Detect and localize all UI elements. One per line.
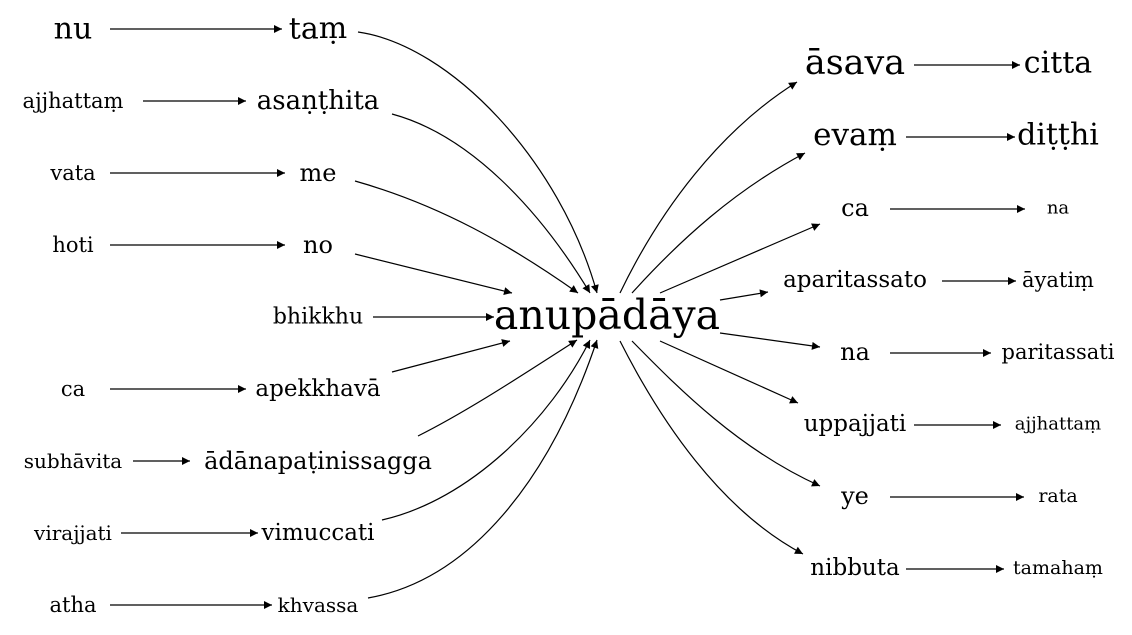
edge-anupadaya-to-evam bbox=[631, 152, 806, 294]
node-asava: āsava bbox=[805, 43, 905, 83]
node-aparitassato: aparitassato bbox=[783, 267, 927, 293]
edge-anupadaya-to-asava bbox=[619, 81, 798, 294]
edge-anupadaya-to-nibbuta bbox=[619, 340, 804, 555]
node-tamaham: tamahaṃ bbox=[1013, 557, 1103, 579]
edge-me-to-anupadaya bbox=[354, 180, 579, 294]
node-vata: vata bbox=[49, 161, 95, 185]
node-uppajjati: uppajjati bbox=[804, 411, 907, 437]
node-citta: citta bbox=[1024, 46, 1093, 81]
node-tam: taṃ bbox=[289, 12, 347, 47]
node-ca-right: ca bbox=[841, 194, 869, 222]
node-me: me bbox=[300, 159, 337, 187]
edge-tam-to-anupadaya bbox=[357, 31, 599, 294]
node-paritassati: paritassati bbox=[1002, 340, 1115, 364]
node-subhavita: subhāvita bbox=[24, 449, 122, 473]
edge-khvassa-to-anupadaya bbox=[367, 339, 599, 599]
edges bbox=[110, 25, 1025, 609]
node-rata: rata bbox=[1038, 485, 1077, 507]
node-apekkhava: apekkhavā bbox=[255, 376, 380, 402]
edge-no-to-anupadaya bbox=[354, 253, 513, 295]
edge-vimuccati-to-anupadaya bbox=[381, 339, 591, 521]
edge-adana-to-anupadaya bbox=[417, 339, 578, 437]
node-na-right-top: na bbox=[1047, 198, 1070, 219]
node-khvassa: khvassa bbox=[278, 593, 359, 617]
edge-anupadaya-to-ye bbox=[631, 340, 821, 487]
node-anupadaya: anupādāya bbox=[494, 291, 720, 339]
node-no: no bbox=[303, 231, 333, 259]
node-atha: atha bbox=[49, 593, 96, 617]
node-adanapatinissagga: ādānapaṭinissagga bbox=[204, 447, 432, 475]
node-evam: evaṃ bbox=[813, 117, 897, 153]
edge-anupadaya-to-ca-r bbox=[659, 223, 821, 294]
nodes: nu taṃ ajjhattaṃ asaṇṭhita vata me hoti … bbox=[23, 12, 1115, 618]
node-ayatim: āyatiṃ bbox=[1022, 268, 1094, 292]
node-ca-left: ca bbox=[61, 377, 85, 401]
node-ajjhattam-left: ajjhattaṃ bbox=[23, 89, 124, 113]
node-ditthi: diṭṭhi bbox=[1017, 118, 1099, 153]
node-hoti: hoti bbox=[52, 233, 94, 257]
node-nibbuta: nibbuta bbox=[810, 555, 900, 581]
node-ajjhattam-right: ajjhattaṃ bbox=[1015, 414, 1101, 435]
node-ye: ye bbox=[840, 482, 869, 510]
edge-anupadaya-to-na-r2 bbox=[719, 332, 821, 350]
edge-apekkhava-to-anupadaya bbox=[391, 339, 511, 373]
node-asanthita: asaṇṭhita bbox=[257, 86, 380, 116]
edge-anupadaya-to-aparitassato bbox=[719, 289, 769, 301]
node-virajjati: virajjati bbox=[33, 521, 112, 545]
node-bhikkhu: bhikkhu bbox=[273, 305, 363, 330]
node-vimuccati: vimuccati bbox=[260, 520, 374, 546]
edge-anupadaya-to-uppajjati bbox=[659, 340, 799, 404]
node-nu: nu bbox=[54, 12, 93, 47]
edge-asanthita-to-anupadaya bbox=[391, 113, 591, 294]
node-na-right: na bbox=[840, 338, 870, 366]
